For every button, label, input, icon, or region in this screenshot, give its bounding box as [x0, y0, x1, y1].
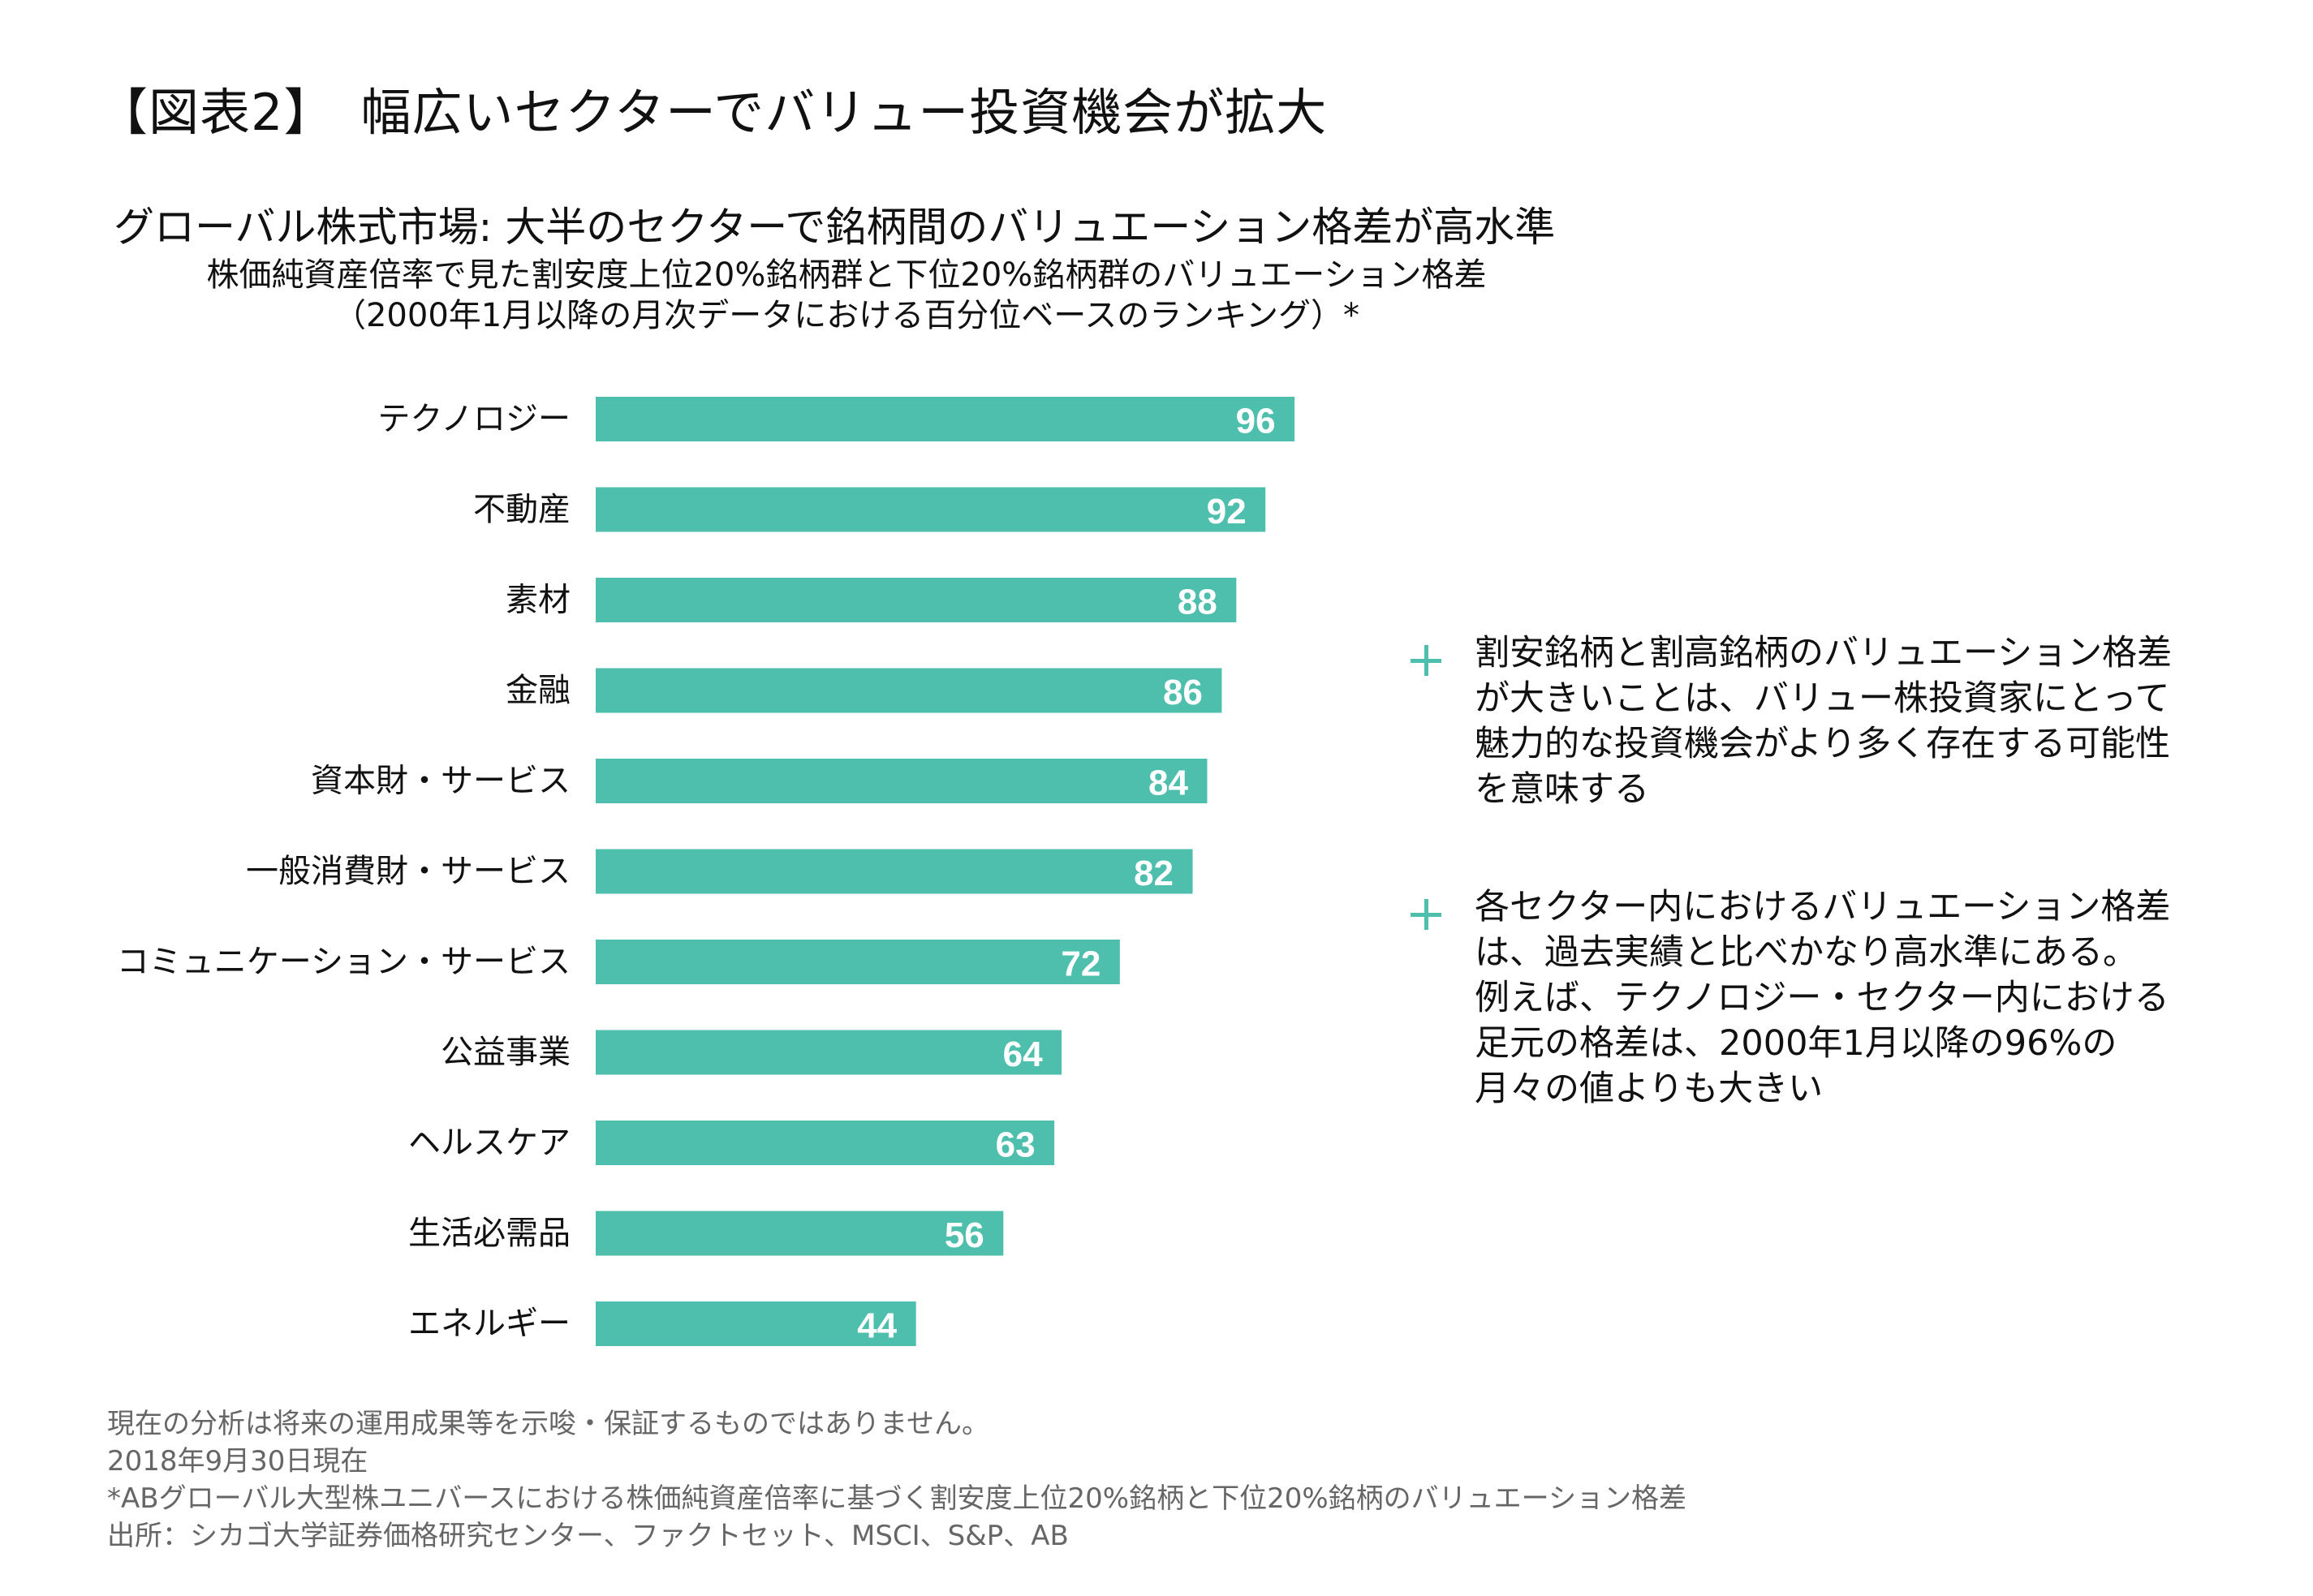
- note-line: 足元の格差は、2000年1月以降の96%の: [1475, 1023, 2117, 1064]
- note-line: 割安銘柄と割高銘柄のバリュエーション格差: [1475, 633, 2173, 673]
- category-label: 素材: [506, 582, 571, 619]
- bar: [596, 578, 1237, 622]
- category-label: エネルギー: [408, 1306, 571, 1343]
- data-label: 82: [1134, 854, 1174, 893]
- footnote: *ABグローバル大型株ユニバースにおける株価純資産倍率に基づく割安度上位20%銘…: [107, 1482, 1687, 1515]
- data-label: 88: [1178, 583, 1217, 622]
- note-line: が大きいことは、バリュー株投資家にとって: [1475, 678, 2170, 719]
- data-label: 72: [1061, 944, 1101, 984]
- page-title: 【図表2】 幅広いセクターでバリュー投資機会が拡大: [97, 83, 1328, 142]
- plus-icon: [1411, 645, 1441, 676]
- data-label: 56: [945, 1215, 984, 1255]
- category-label: テクノロジー: [377, 401, 571, 438]
- note-line: 魅力的な投資機会がより多く存在する可能性: [1475, 724, 2170, 764]
- bar: [596, 1030, 1062, 1075]
- data-label: 84: [1148, 764, 1188, 803]
- chart-title: グローバル株式市場: 大半のセクターで銘柄間のバリュエーション格差が高水準: [114, 204, 1556, 251]
- category-label: 金融: [506, 672, 571, 709]
- data-label: 96: [1236, 402, 1276, 441]
- note-1-text: 割安銘柄と割高銘柄のバリュエーション格差 が大きいことは、バリュー株投資家にとっ…: [1475, 630, 2172, 812]
- data-label: 63: [996, 1125, 1036, 1165]
- bar: [596, 397, 1295, 441]
- category-label: 不動産: [473, 491, 571, 528]
- bar: [596, 940, 1120, 984]
- note-line: 各セクター内におけるバリュエーション格差: [1475, 887, 2171, 927]
- chart-subtitle-2: （2000年1月以降の月次データにおける百分位ベースのランキング）*: [333, 297, 1360, 334]
- bar: [596, 487, 1266, 532]
- note-line: を意味する: [1475, 769, 1649, 810]
- category-label: 生活必需品: [408, 1215, 571, 1252]
- bar: [596, 1211, 1004, 1256]
- note-line: 月々の値よりも大きい: [1475, 1069, 1824, 1109]
- category-label: コミュニケーション・サービス: [117, 944, 571, 981]
- bar: [596, 759, 1208, 803]
- footnotes: 現在の分析は将来の運用成果等を示唆・保証するものではありません。 2018年9月…: [107, 1405, 1686, 1555]
- chart-subtitle: 株価純資産倍率で見た割安度上位20%銘柄群と下位20%銘柄群のバリュエーション格…: [206, 256, 1487, 294]
- data-label: 64: [1003, 1035, 1043, 1074]
- data-label: 44: [857, 1306, 897, 1346]
- disclaimer: 現在の分析は将来の運用成果等を示唆・保証するものではありません。: [107, 1408, 989, 1440]
- bar: [596, 849, 1193, 894]
- category-label: 資本財・サービス: [311, 763, 571, 800]
- note-line: 例えば、テクノロジー・セクター内における: [1475, 978, 2169, 1018]
- data-label: 86: [1163, 673, 1203, 712]
- bar: [596, 1121, 1055, 1165]
- note-line: は、過去実績と比べかなり高水準にある。: [1475, 932, 2138, 973]
- category-label: 一般消費財・サービス: [246, 853, 571, 890]
- bar: [596, 668, 1222, 713]
- bar: [596, 1301, 916, 1346]
- plus-icon: [1411, 899, 1441, 930]
- category-label: 公益事業: [441, 1034, 571, 1071]
- data-label: 92: [1207, 492, 1247, 531]
- source: 出所：シカゴ大学証券価格研究センター、ファクトセット、MSCI、S&P、AB: [107, 1520, 1069, 1552]
- category-label: ヘルスケア: [408, 1125, 571, 1162]
- as-of-date: 2018年9月30日現在: [107, 1445, 368, 1478]
- note-2-text: 各セクター内におけるバリュエーション格差 は、過去実績と比べかなり高水準にある。…: [1475, 884, 2170, 1112]
